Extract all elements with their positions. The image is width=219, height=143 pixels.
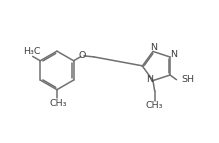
- Text: CH₃: CH₃: [49, 99, 67, 108]
- Text: N: N: [170, 50, 177, 59]
- Text: O: O: [78, 51, 86, 60]
- Text: H₃C: H₃C: [23, 47, 41, 56]
- Text: N: N: [146, 75, 153, 84]
- Text: SH: SH: [182, 75, 194, 84]
- Text: N: N: [150, 43, 157, 52]
- Text: CH₃: CH₃: [146, 101, 163, 110]
